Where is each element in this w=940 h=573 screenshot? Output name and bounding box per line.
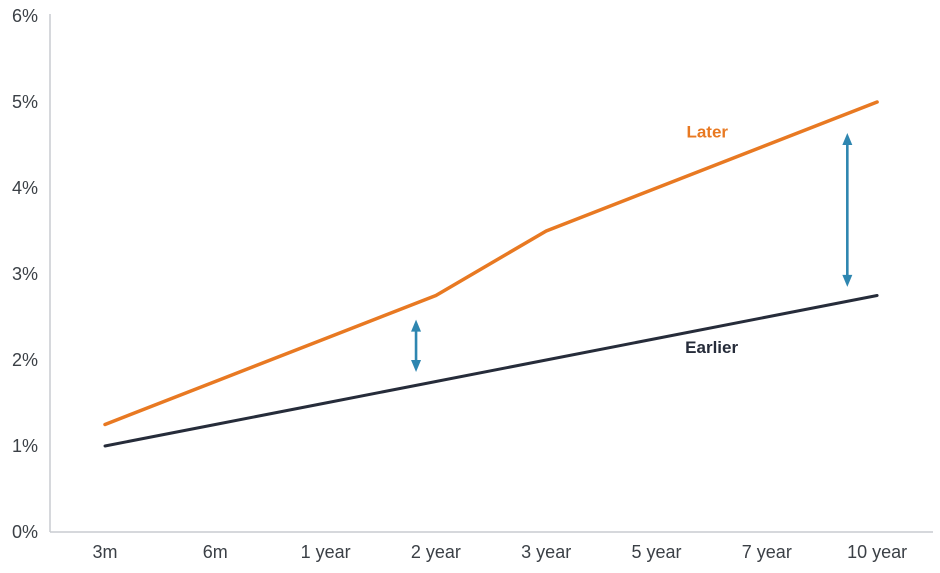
y-tick-label: 6% (12, 6, 38, 26)
gap-arrow-head-up-icon (842, 132, 853, 145)
y-tick-label: 5% (12, 92, 38, 112)
x-tick-label: 3m (92, 542, 117, 562)
y-tick-label: 2% (12, 350, 38, 370)
x-tick-label: 1 year (301, 542, 351, 562)
x-tick-label: 2 year (411, 542, 461, 562)
gap-arrow-head-up-icon (411, 319, 422, 332)
series-label-later: Later (686, 122, 728, 141)
x-tick-label: 3 year (521, 542, 571, 562)
gap-arrow-head-down-icon (411, 360, 422, 373)
gap-arrow-head-down-icon (842, 274, 853, 287)
y-tick-label: 3% (12, 264, 38, 284)
x-tick-label: 5 year (631, 542, 681, 562)
later-line (103, 100, 879, 427)
x-tick-label: 7 year (742, 542, 792, 562)
x-tick-label: 10 year (847, 542, 907, 562)
y-tick-label: 4% (12, 178, 38, 198)
series-label-earlier: Earlier (685, 338, 738, 357)
y-tick-label: 0% (12, 522, 38, 542)
y-tick-label: 1% (12, 436, 38, 456)
x-tick-label: 6m (203, 542, 228, 562)
earlier-line (103, 294, 879, 448)
